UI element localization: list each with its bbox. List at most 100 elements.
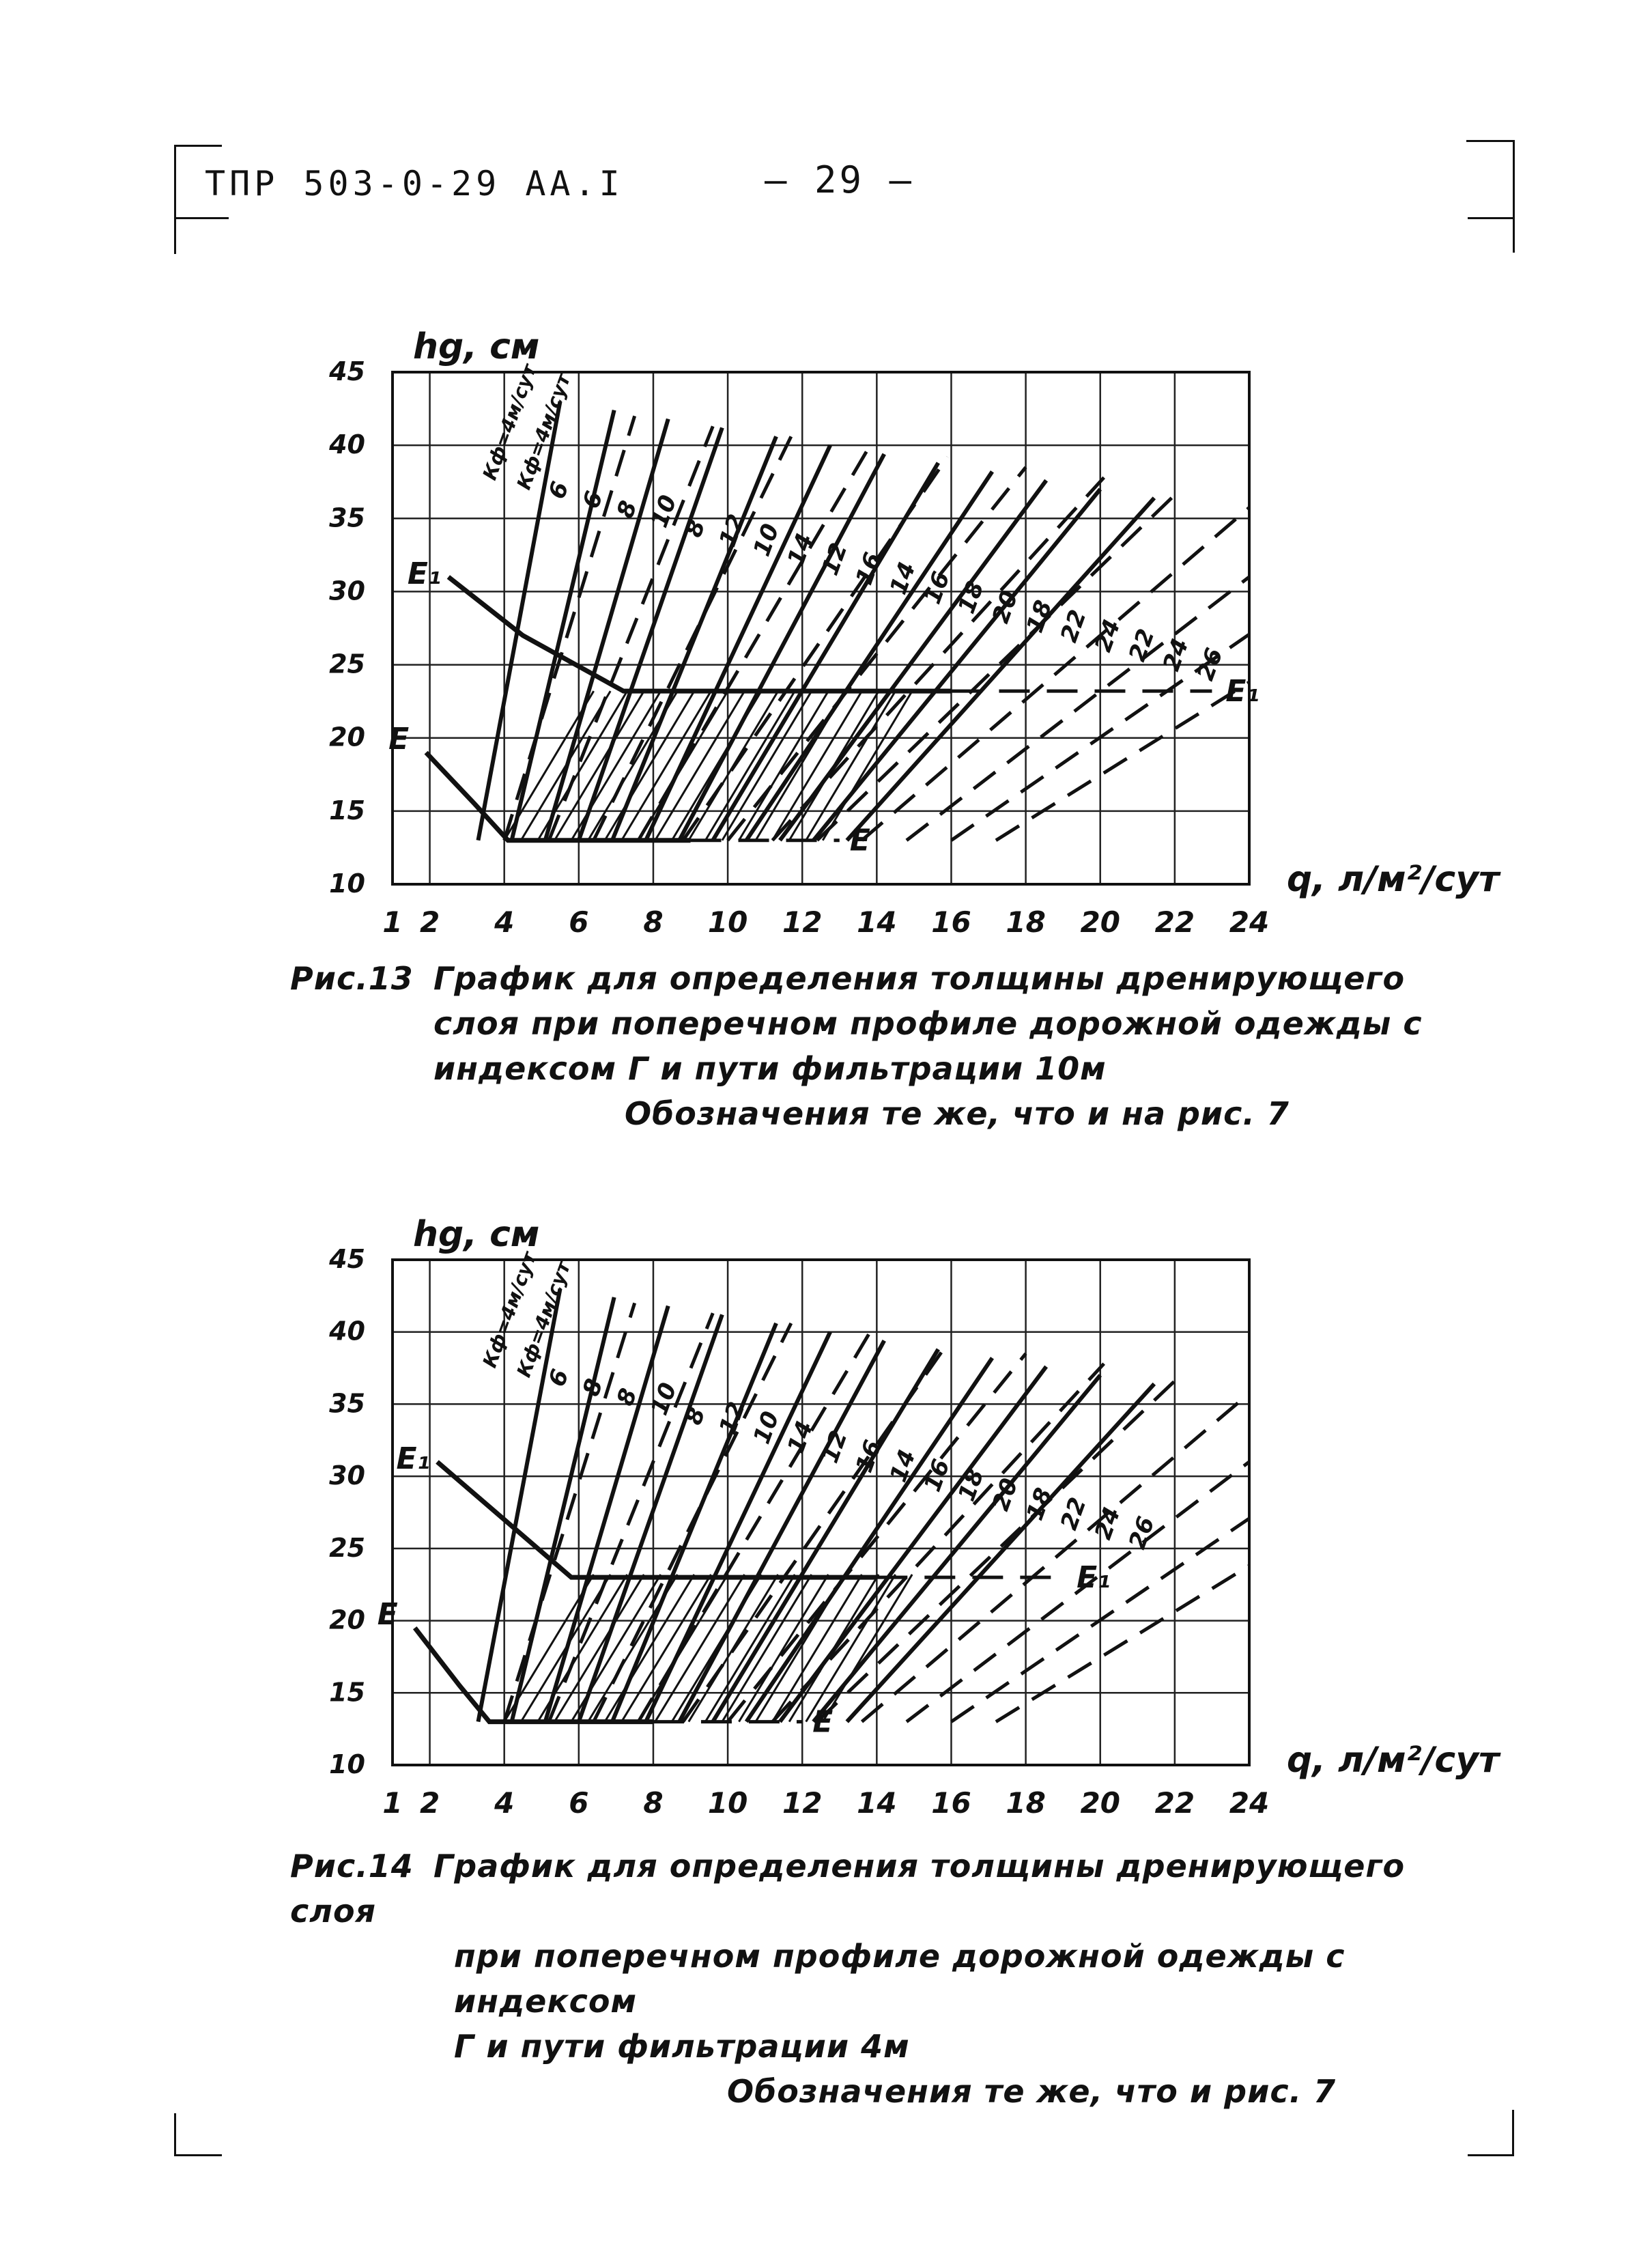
y-tick-label: 15 [329,1677,365,1707]
boundary-label: E₁ [1077,1560,1110,1595]
curve-label: 10 [646,1379,683,1419]
hatch-line [821,690,913,841]
y-tick-label: 35 [329,1388,365,1418]
hatch-line [503,690,595,841]
curve-label: 24 [1090,616,1126,655]
family-curve-dashed [995,1564,1249,1723]
family-curve-dashed [995,680,1249,842]
family-curve-dashed [905,574,1249,842]
hatch-line [537,690,629,841]
curve-label: 24 [1090,1504,1126,1543]
family-curve-solid [576,427,724,841]
family-curve-dashed [636,1332,871,1723]
caption-line: График для определения толщины дренирующ… [290,1848,1406,1930]
family-curve-solid [476,1288,562,1723]
hatch-line [704,1574,796,1723]
family-curve-dashed [860,1391,1249,1723]
hatch-line [721,690,813,841]
curve-label: 18 [1021,1484,1058,1524]
curve-label: 26 [1192,645,1229,684]
curve-label: 22 [1124,625,1160,665]
document-code: ТПР 503-0-29 АА.I [205,164,624,203]
y-tick-label: 25 [329,649,365,679]
boundary-label: E₁ [1225,674,1259,709]
family-curve-dashed [547,425,715,841]
curve-label: 8 [578,1375,609,1400]
x-tick-label: 12 [782,1786,822,1820]
page-number: — 29 — [765,158,915,201]
hatch-line [754,690,846,841]
family-curve-solid [845,1382,1156,1723]
hatch-line [704,690,796,841]
x-tick-label: 12 [782,905,822,939]
hatch-line [654,1574,745,1723]
corner-mark-bottom-right [1468,2154,1514,2156]
curve-label: 22 [1055,606,1092,646]
hatch-line [771,690,863,841]
corner-mark-top-right [1513,140,1515,253]
family-curve-dashed [681,1342,950,1723]
hatch-line [554,1574,645,1723]
x-tick-label: 6 [569,1786,588,1820]
boundary-label: E [812,1705,833,1740]
boundary-line [436,1460,877,1580]
hatch-line [805,690,896,841]
x-tick-label: 18 [1006,1786,1045,1820]
x-tick-label: 18 [1006,905,1045,939]
hatch-line [788,690,880,841]
x-tick-label: 1 [382,1786,402,1820]
corner-mark-bottom-left [174,2154,222,2156]
hatch-line [738,690,829,841]
y-tick-label: 30 [329,576,365,606]
hatch-line [721,1574,813,1723]
hatch-line [687,690,780,841]
x-axis-label: q, л/м²/сут [1287,859,1501,900]
family-curve-solid [644,444,832,841]
x-tick-label: 1 [382,905,402,939]
corner-mark-bottom-right [1512,2110,1514,2154]
y-tick-label: 45 [328,1244,365,1274]
x-tick-label: 8 [643,905,663,939]
hatch-line [587,690,679,841]
corner-mark-top-left [174,145,222,147]
family-curve-dashed [860,505,1249,842]
caption-line: График для определения толщины дренирующ… [433,960,1406,997]
x-tick-label: 16 [931,905,971,939]
figure-label: Рис.14 [290,1848,414,1885]
curve-label: 6 [578,488,609,512]
family-curve-dashed [592,1322,793,1723]
hatch-line [570,1574,662,1723]
caption-fig14: Рис.14 График для определения толщины дре… [290,1844,1492,2114]
curve-label: 18 [1021,597,1058,636]
y-axis-label: hg, см [413,326,539,367]
corner-mark-top-left [174,145,176,254]
family-curve-dashed [905,1459,1249,1723]
boundary-label: E [388,722,409,757]
y-tick-label: 40 [328,429,365,460]
x-tick-label: 10 [708,905,747,939]
family-curve-dashed [502,1302,637,1723]
curve-family [476,1288,1249,1723]
hatch-line [537,1574,629,1723]
x-tick-label: 14 [857,905,896,939]
family-curve-solid [543,1305,670,1723]
family-curve-dashed [592,436,793,841]
plot-border [391,371,1251,886]
family-curve-dashed [771,1362,1106,1723]
y-tick-label: 20 [329,722,365,752]
boundary-label: E [378,1597,398,1632]
curve-label: 6 [543,1366,575,1390]
family-curve-solid [509,410,616,841]
boundary-label: E₁ [396,1441,429,1476]
family-curve-solid [644,1331,832,1723]
hatch-line [788,1574,880,1723]
corner-mark-top-right [1466,140,1514,142]
hatch-line [587,1574,679,1723]
curve-label: 22 [1055,1494,1092,1534]
y-tick-label: 40 [328,1316,365,1346]
family-curve-solid [677,453,886,842]
x-tick-label: 2 [420,1786,440,1820]
family-curve-dashed [950,632,1249,842]
hatch-line [519,690,612,841]
corner-mark-top-right [1468,217,1514,219]
